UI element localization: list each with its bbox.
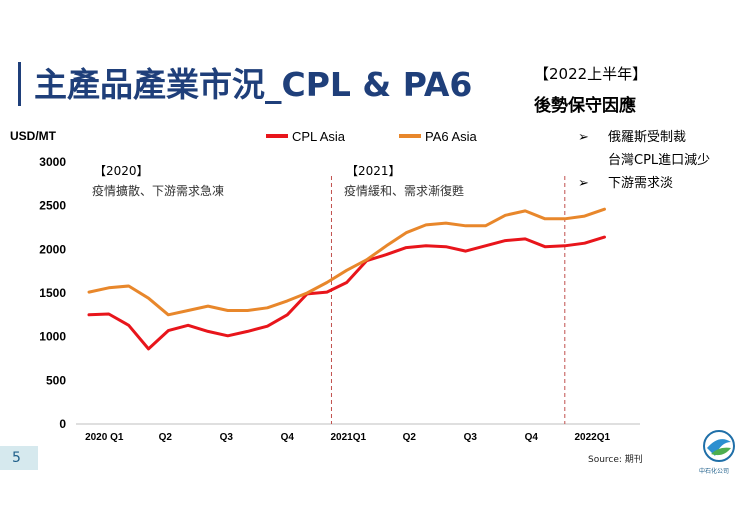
outlook-heading: 後勢保守因應 bbox=[534, 96, 636, 116]
x-tick-label: Q2 bbox=[159, 432, 173, 443]
source-note: Source: 期刊 bbox=[588, 455, 643, 465]
legend-label: PA6 Asia bbox=[425, 129, 478, 144]
period-annotation-text: 疫情緩和、需求漸復甦 bbox=[344, 183, 464, 198]
series-line bbox=[87, 207, 606, 317]
y-tick-label: 2000 bbox=[39, 242, 66, 256]
logo-text: 中石化公司 bbox=[699, 468, 730, 475]
outlook-bullets: ➢ 俄羅斯受制裁 台灣CPL進口減少 ➢ 下游需求淡 bbox=[578, 126, 710, 195]
x-tick-label: 2022Q1 bbox=[574, 432, 610, 443]
y-tick-label: 1500 bbox=[39, 286, 66, 300]
period-annotation-heading: 【2021】 bbox=[346, 164, 401, 178]
page-number: 5 bbox=[0, 446, 38, 470]
x-tick-label: Q3 bbox=[464, 432, 478, 443]
bullet-item: ➢ 下游需求淡 bbox=[578, 172, 710, 195]
x-tick-label: Q2 bbox=[403, 432, 417, 443]
x-tick-label: 2021Q1 bbox=[330, 432, 366, 443]
x-tick-label: Q3 bbox=[220, 432, 234, 443]
company-logo-icon bbox=[703, 430, 735, 462]
y-tick-label: 2500 bbox=[39, 199, 66, 213]
bullet-item: ➢ 俄羅斯受制裁 bbox=[578, 126, 710, 149]
y-axis-label: USD/MT bbox=[10, 129, 57, 143]
page-title: 主產品產業市況_CPL & PA6 bbox=[34, 65, 473, 104]
x-tick-label: 2020 Q1 bbox=[85, 432, 124, 443]
legend-label: CPL Asia bbox=[292, 129, 346, 144]
period-label: 【2022上半年】 bbox=[534, 65, 648, 83]
series-line bbox=[87, 235, 606, 351]
period-annotation-heading: 【2020】 bbox=[94, 164, 149, 178]
title-accent-bar bbox=[18, 62, 21, 106]
arrow-bullet-icon: ➢ bbox=[578, 130, 589, 145]
period-annotation-text: 疫情擴散、下游需求急凍 bbox=[92, 183, 224, 198]
y-tick-label: 0 bbox=[59, 417, 66, 431]
y-tick-label: 1000 bbox=[39, 330, 66, 344]
y-tick-label: 500 bbox=[46, 373, 66, 387]
y-tick-label: 3000 bbox=[39, 155, 66, 169]
x-tick-label: Q4 bbox=[525, 432, 539, 443]
bullet-text: 俄羅斯受制裁 bbox=[608, 130, 687, 145]
bullet-text: 下游需求淡 bbox=[608, 176, 674, 191]
x-tick-label: Q4 bbox=[281, 432, 295, 443]
bullet-subtext: 台灣CPL進口減少 bbox=[608, 153, 711, 168]
arrow-bullet-icon: ➢ bbox=[578, 176, 589, 191]
